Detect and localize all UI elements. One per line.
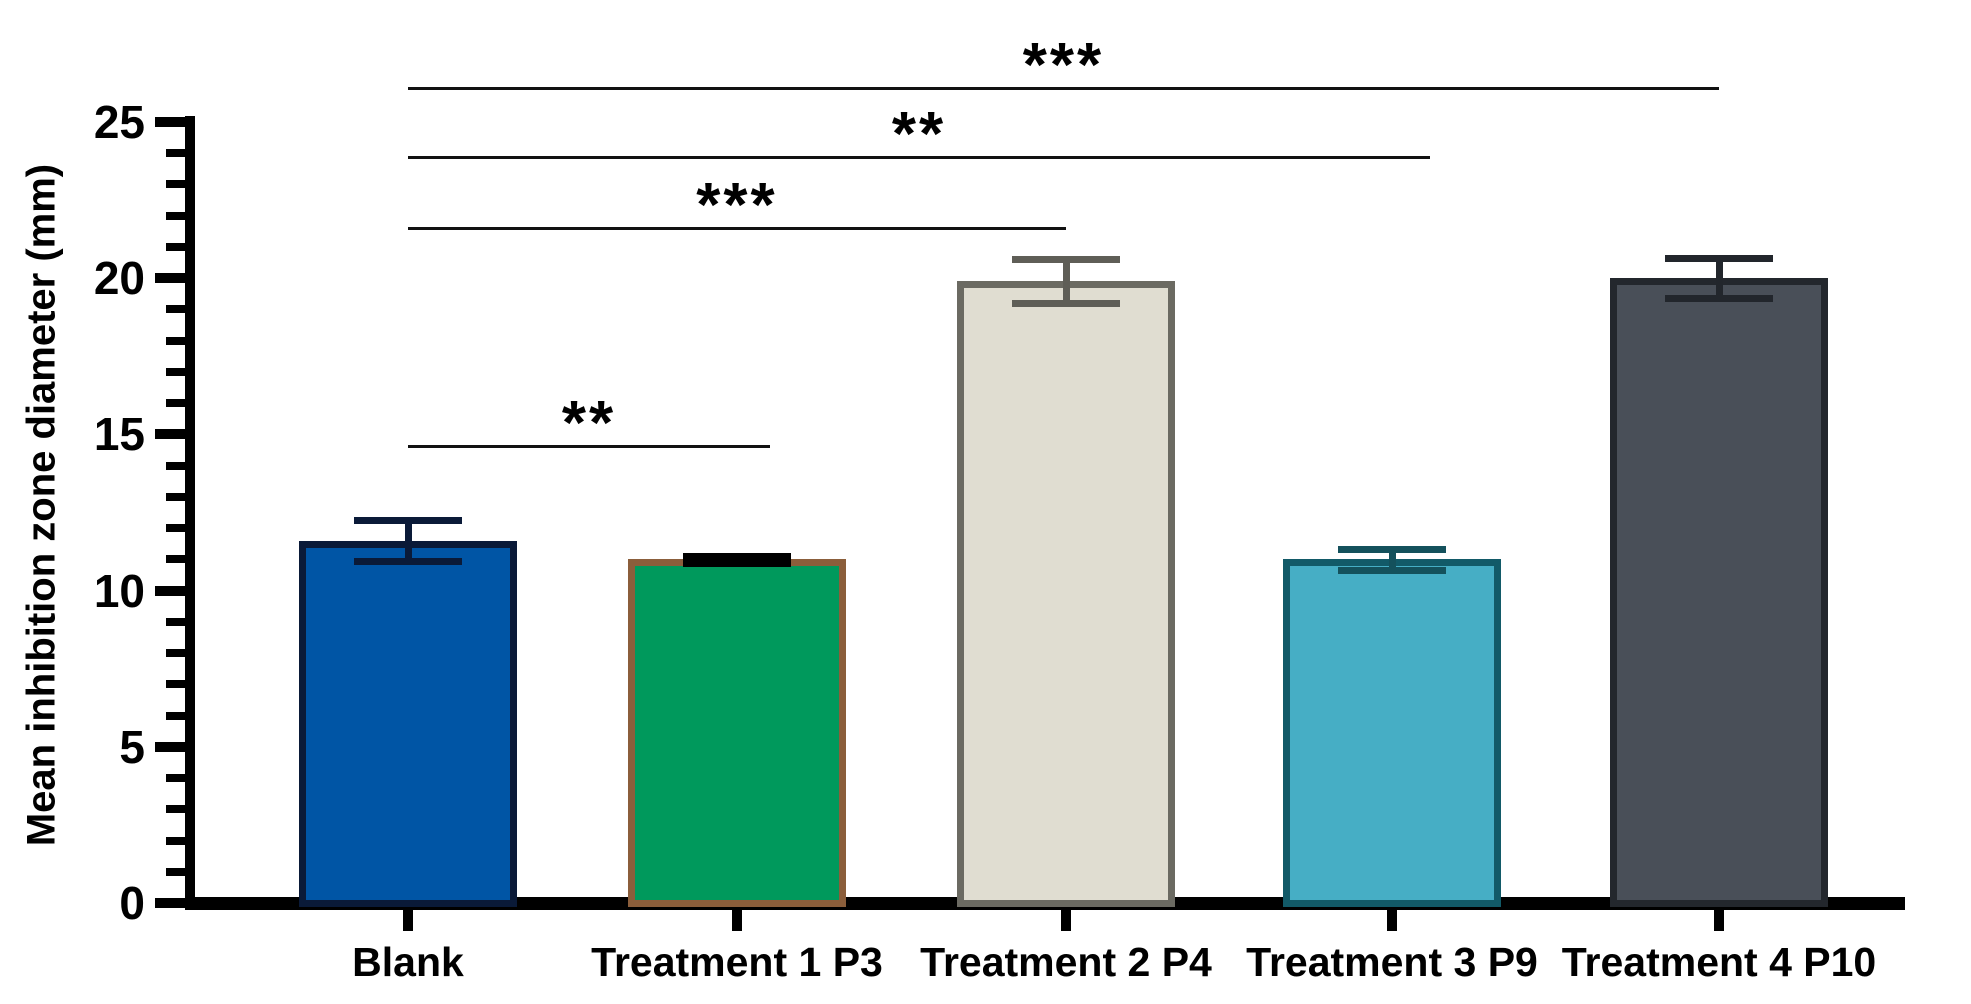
significance-line — [408, 227, 1066, 231]
y-tick-label: 10 — [93, 564, 145, 617]
y-minor-tick — [166, 336, 185, 345]
y-minor-tick — [166, 211, 185, 220]
bar-treatment-3-p9 — [1283, 559, 1501, 907]
error-bar — [1715, 257, 1723, 299]
y-minor-tick — [166, 399, 185, 407]
y-minor-tick — [166, 555, 185, 564]
y-minor-tick — [166, 711, 185, 720]
y-major-tick — [155, 585, 185, 596]
y-minor-tick — [166, 492, 185, 501]
error-bar — [1388, 548, 1396, 570]
y-tick-label: 15 — [93, 408, 145, 461]
y-minor-tick — [166, 836, 185, 845]
error-cap-bottom — [683, 560, 791, 567]
y-major-tick — [155, 898, 185, 908]
error-cap-bottom — [354, 557, 462, 565]
error-cap-top — [1338, 545, 1446, 553]
y-minor-tick — [166, 524, 185, 532]
y-minor-tick — [166, 680, 185, 689]
y-minor-tick — [166, 149, 185, 157]
error-bar — [1062, 259, 1070, 303]
x-tick — [1061, 909, 1071, 931]
y-minor-tick — [166, 242, 185, 251]
y-major-tick — [155, 273, 185, 283]
y-minor-tick — [166, 805, 185, 814]
y-minor-tick — [166, 867, 185, 876]
bar-treatment-2-p4 — [957, 281, 1175, 907]
y-minor-tick — [166, 367, 185, 376]
x-tick — [1714, 909, 1724, 931]
y-minor-tick — [166, 617, 185, 626]
significance-stars: *** — [696, 171, 778, 241]
y-tick-label: 20 — [93, 252, 145, 304]
error-cap-bottom — [1665, 295, 1773, 303]
significance-stars: ** — [561, 388, 617, 458]
error-cap-top — [1665, 254, 1773, 262]
y-minor-tick — [166, 649, 185, 657]
y-tick-label: 5 — [119, 720, 145, 773]
x-tick — [403, 909, 413, 931]
error-cap-top — [1012, 256, 1120, 264]
y-axis-line — [185, 116, 195, 910]
bar-treatment-1-p3 — [628, 559, 846, 907]
error-cap-top — [683, 552, 791, 560]
x-category-label: Treatment 1 P3 — [591, 939, 883, 985]
error-bar — [404, 520, 412, 561]
bar-treatment-4-p10 — [1610, 278, 1828, 907]
significance-line — [408, 87, 1719, 91]
x-tick — [1387, 909, 1397, 931]
error-cap-bottom — [1338, 566, 1446, 574]
y-minor-tick — [166, 305, 185, 314]
y-minor-tick — [166, 774, 185, 782]
y-tick-label: 25 — [93, 95, 145, 148]
x-category-label: Blank — [352, 939, 464, 985]
significance-line — [408, 444, 770, 448]
y-major-tick — [155, 741, 185, 752]
x-category-label: Treatment 2 P4 — [920, 939, 1212, 985]
bar-blank — [299, 540, 517, 907]
x-tick — [732, 909, 742, 931]
error-cap-bottom — [1012, 300, 1120, 307]
x-category-label: Treatment 4 P10 — [1561, 939, 1877, 985]
error-cap-top — [354, 517, 462, 525]
significance-line — [408, 156, 1430, 160]
y-major-tick — [155, 429, 185, 440]
significance-stars: ** — [891, 100, 947, 170]
y-minor-tick — [166, 180, 185, 189]
y-major-tick — [155, 116, 185, 127]
x-category-label: Treatment 3 P9 — [1246, 939, 1538, 985]
y-tick-label: 0 — [119, 877, 145, 929]
y-minor-tick — [166, 461, 185, 470]
significance-stars: *** — [1022, 31, 1105, 101]
